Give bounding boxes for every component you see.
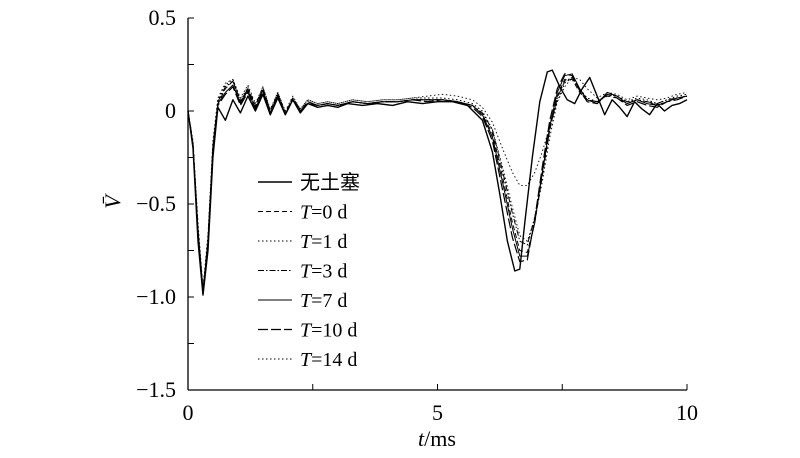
series-line-1 [187,78,688,292]
legend: 无土塞 T=0 d T=1 d T=3 d T=7 d T=10 d T=14 d [258,171,360,371]
y-tick-label: 0.5 [149,5,177,30]
x-tick-label: 5 [432,400,443,425]
tick-labels: 0 5 10 0.5 0 −0.5 −1.0 −1.5 [136,5,698,425]
legend-label-2: T=1 d [300,231,347,253]
y-tick-label: −1.0 [136,284,176,309]
x-tick-label: 0 [183,400,194,425]
y-tick-label: −1.5 [136,377,176,402]
legend-label-4: T=7 d [300,290,347,312]
series-line-2 [187,77,688,291]
y-axis-label: V̄ [100,193,125,209]
series-line-6 [187,77,688,289]
series-line-5 [187,73,688,294]
legend-label-6: T=14 d [300,349,357,371]
x-axis-label: t/ms [418,426,456,451]
legend-label-5: T=10 d [300,320,357,342]
series-line-0 [187,69,688,296]
legend-label-3: T=3 d [300,261,347,283]
series-layer [187,69,688,296]
tick-marks [187,17,688,391]
series-line-3 [187,77,688,291]
y-tick-label: −0.5 [136,191,176,216]
y-tick-label: 0 [165,98,176,123]
axes [187,18,687,391]
x-tick-label: 10 [676,400,698,425]
legend-label-1: T=0 d [300,202,347,224]
legend-label-0: 无土塞 [300,171,360,194]
